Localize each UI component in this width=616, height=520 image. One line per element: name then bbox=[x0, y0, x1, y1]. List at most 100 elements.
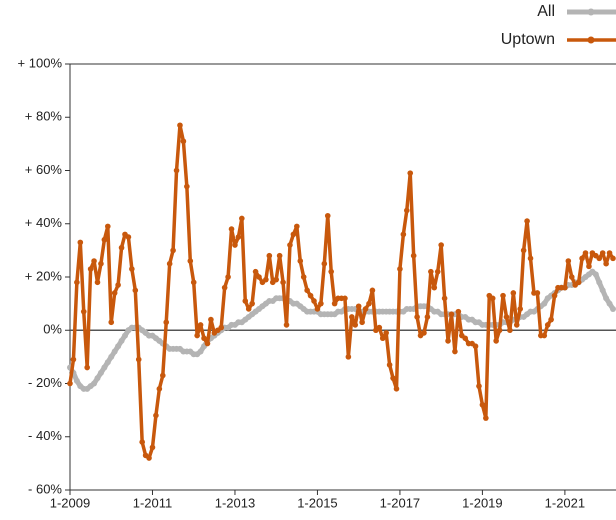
legend-label: All bbox=[537, 3, 555, 20]
point bbox=[376, 324, 383, 331]
y-tick-label: + 80% bbox=[25, 109, 63, 124]
point bbox=[586, 263, 592, 270]
point bbox=[527, 255, 534, 262]
point bbox=[266, 252, 273, 259]
point bbox=[70, 356, 77, 363]
point bbox=[500, 292, 506, 299]
point bbox=[462, 335, 469, 342]
point bbox=[355, 303, 362, 310]
point bbox=[297, 258, 304, 264]
point bbox=[445, 338, 451, 344]
point bbox=[579, 255, 585, 262]
point bbox=[328, 268, 334, 275]
point bbox=[575, 279, 582, 286]
point bbox=[190, 279, 197, 286]
y-tick-label: - 20% bbox=[28, 375, 62, 390]
point bbox=[362, 306, 369, 312]
y-tick-label: - 40% bbox=[28, 428, 62, 443]
point bbox=[111, 290, 118, 296]
point bbox=[283, 322, 290, 328]
point bbox=[476, 383, 482, 389]
point bbox=[177, 122, 183, 129]
point bbox=[290, 231, 297, 238]
point bbox=[294, 223, 300, 230]
point bbox=[345, 354, 352, 360]
point bbox=[592, 271, 599, 278]
point bbox=[407, 170, 414, 176]
point bbox=[314, 306, 321, 312]
legend-dot bbox=[587, 36, 595, 44]
y-tick-label: + 100% bbox=[18, 55, 63, 70]
point bbox=[105, 223, 111, 230]
point bbox=[603, 295, 610, 302]
point bbox=[606, 300, 613, 307]
point bbox=[170, 247, 176, 254]
legend-dot bbox=[587, 8, 595, 16]
point bbox=[311, 298, 317, 304]
point bbox=[438, 242, 444, 248]
point bbox=[135, 356, 142, 363]
x-tick-label: 1-2017 bbox=[380, 495, 420, 510]
x-tick-label: 1-2011 bbox=[133, 495, 173, 510]
point bbox=[194, 332, 200, 339]
point bbox=[249, 300, 255, 307]
point bbox=[403, 207, 410, 214]
y-tick-label: + 40% bbox=[25, 215, 63, 230]
point bbox=[599, 287, 606, 294]
point bbox=[541, 332, 548, 339]
point bbox=[98, 260, 104, 267]
point bbox=[513, 322, 520, 328]
point bbox=[118, 337, 125, 344]
point bbox=[496, 327, 503, 334]
point bbox=[349, 314, 355, 320]
point bbox=[606, 250, 613, 256]
point bbox=[173, 167, 180, 174]
point bbox=[448, 311, 455, 318]
point bbox=[455, 308, 462, 315]
point bbox=[414, 314, 420, 320]
point bbox=[73, 377, 80, 384]
point bbox=[252, 268, 259, 275]
point bbox=[393, 386, 400, 392]
point bbox=[541, 300, 548, 307]
point bbox=[118, 244, 125, 251]
point bbox=[342, 295, 348, 302]
point bbox=[115, 282, 121, 288]
y-tick-label: 0% bbox=[43, 322, 62, 337]
point bbox=[520, 247, 527, 254]
point bbox=[551, 292, 558, 299]
point bbox=[434, 268, 441, 275]
point bbox=[428, 268, 434, 275]
point bbox=[166, 260, 173, 267]
point bbox=[596, 255, 603, 262]
point bbox=[517, 306, 524, 312]
point bbox=[534, 290, 541, 296]
point bbox=[108, 319, 115, 326]
point bbox=[221, 284, 228, 291]
point bbox=[232, 242, 238, 248]
point bbox=[80, 308, 87, 315]
point bbox=[331, 300, 338, 307]
point bbox=[503, 314, 510, 320]
point bbox=[91, 380, 98, 387]
point bbox=[424, 314, 431, 320]
point bbox=[256, 274, 262, 280]
point bbox=[524, 218, 530, 224]
point bbox=[324, 212, 331, 219]
point bbox=[139, 439, 145, 445]
point bbox=[479, 402, 486, 408]
point bbox=[400, 231, 407, 238]
point bbox=[204, 340, 211, 347]
point bbox=[149, 444, 156, 451]
point bbox=[321, 260, 328, 267]
point bbox=[304, 287, 310, 294]
point bbox=[235, 234, 242, 240]
point bbox=[610, 305, 616, 312]
point bbox=[197, 322, 204, 328]
y-tick-label: + 20% bbox=[25, 268, 63, 283]
point bbox=[208, 316, 214, 323]
point bbox=[201, 335, 207, 342]
point bbox=[276, 252, 283, 259]
y-tick-label: - 60% bbox=[28, 481, 62, 496]
